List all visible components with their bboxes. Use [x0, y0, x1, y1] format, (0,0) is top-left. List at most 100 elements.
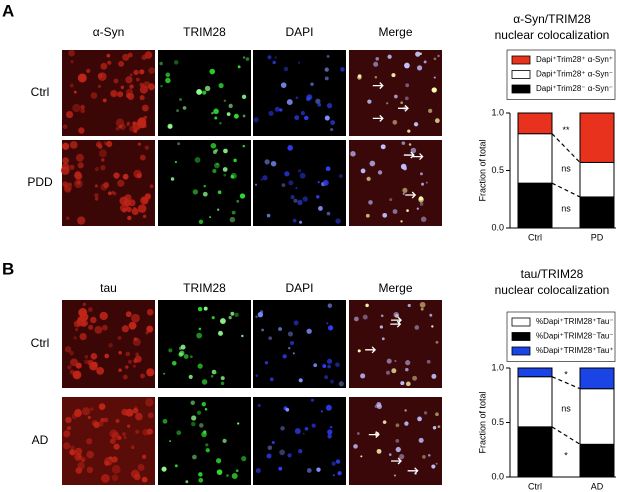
legend-swatch	[511, 332, 531, 341]
cell	[131, 208, 139, 216]
cell	[145, 331, 149, 335]
cell	[179, 350, 185, 356]
arrow	[368, 431, 380, 439]
cell	[353, 444, 358, 449]
cell	[268, 110, 274, 116]
cell	[231, 473, 238, 479]
cell	[205, 448, 210, 453]
cell	[69, 449, 76, 456]
cell	[431, 325, 434, 328]
cell	[434, 118, 440, 124]
cell	[255, 374, 259, 377]
cell	[419, 202, 424, 206]
cell	[413, 122, 419, 127]
cell	[223, 173, 227, 177]
cell	[395, 438, 400, 443]
cell	[330, 379, 334, 384]
cell	[90, 92, 98, 99]
cell	[196, 410, 202, 415]
cell	[216, 469, 223, 476]
cell	[395, 446, 401, 453]
cell	[132, 122, 141, 131]
cell	[235, 469, 239, 473]
cell	[214, 116, 218, 120]
cell	[144, 145, 150, 150]
cell	[96, 366, 105, 375]
cell	[270, 160, 277, 167]
cell	[82, 407, 91, 416]
chart-subtitle: nuclear colocalization	[495, 283, 610, 297]
cell	[418, 437, 424, 443]
cell	[367, 99, 372, 104]
cell	[295, 96, 299, 100]
cell	[163, 372, 166, 375]
cell	[279, 108, 283, 112]
cell	[422, 455, 426, 459]
cell	[406, 209, 409, 212]
cell	[327, 364, 331, 369]
cell	[165, 72, 171, 78]
cell	[196, 89, 203, 95]
cell	[237, 422, 240, 425]
cell	[266, 213, 271, 218]
cell	[330, 127, 334, 132]
cell	[98, 149, 107, 158]
cell	[327, 434, 332, 439]
cell	[302, 432, 305, 435]
y-axis-label: Fraction of total	[477, 139, 487, 201]
cell	[115, 418, 120, 423]
cell	[130, 469, 140, 479]
cell	[375, 57, 379, 61]
cell	[317, 102, 322, 107]
x-tick-label: PD	[591, 232, 604, 242]
arrow	[405, 191, 417, 199]
bar-segment	[579, 196, 615, 229]
cell	[287, 453, 292, 458]
cell	[117, 91, 124, 98]
cell	[99, 311, 108, 321]
cell	[429, 313, 433, 317]
cell	[168, 124, 173, 129]
cell	[421, 182, 425, 186]
cell	[426, 359, 431, 364]
cell	[202, 90, 207, 95]
cell	[144, 193, 152, 200]
annotation: *	[564, 370, 568, 380]
micrograph	[349, 300, 442, 388]
cell	[324, 115, 330, 121]
cell	[122, 53, 130, 61]
arrow	[390, 320, 402, 328]
cell	[285, 407, 290, 412]
cell	[102, 98, 107, 103]
cell	[350, 151, 356, 157]
cell	[279, 449, 285, 456]
micrograph	[158, 300, 251, 388]
micrograph	[253, 300, 346, 388]
cell	[120, 85, 125, 90]
cell	[418, 196, 424, 203]
x-tick-label: Ctrl	[528, 481, 542, 491]
cell	[174, 464, 178, 468]
column-header: DAPI	[285, 281, 313, 295]
cell	[374, 76, 378, 79]
cell	[239, 193, 246, 199]
arrow	[372, 82, 384, 90]
cell	[69, 83, 74, 88]
cell	[230, 311, 235, 316]
cell	[431, 373, 437, 379]
cell	[407, 129, 411, 133]
cell	[242, 114, 246, 118]
cell	[197, 363, 203, 369]
cell	[197, 306, 203, 312]
cell	[272, 60, 276, 65]
cell	[295, 187, 298, 190]
cell	[125, 311, 132, 318]
cell	[97, 84, 102, 88]
annotation: ns	[561, 404, 571, 414]
x-tick-label: Ctrl	[528, 232, 542, 242]
cell	[425, 181, 428, 184]
cell	[135, 352, 139, 357]
cell	[292, 352, 295, 355]
cell	[216, 162, 219, 166]
cell	[97, 144, 103, 149]
